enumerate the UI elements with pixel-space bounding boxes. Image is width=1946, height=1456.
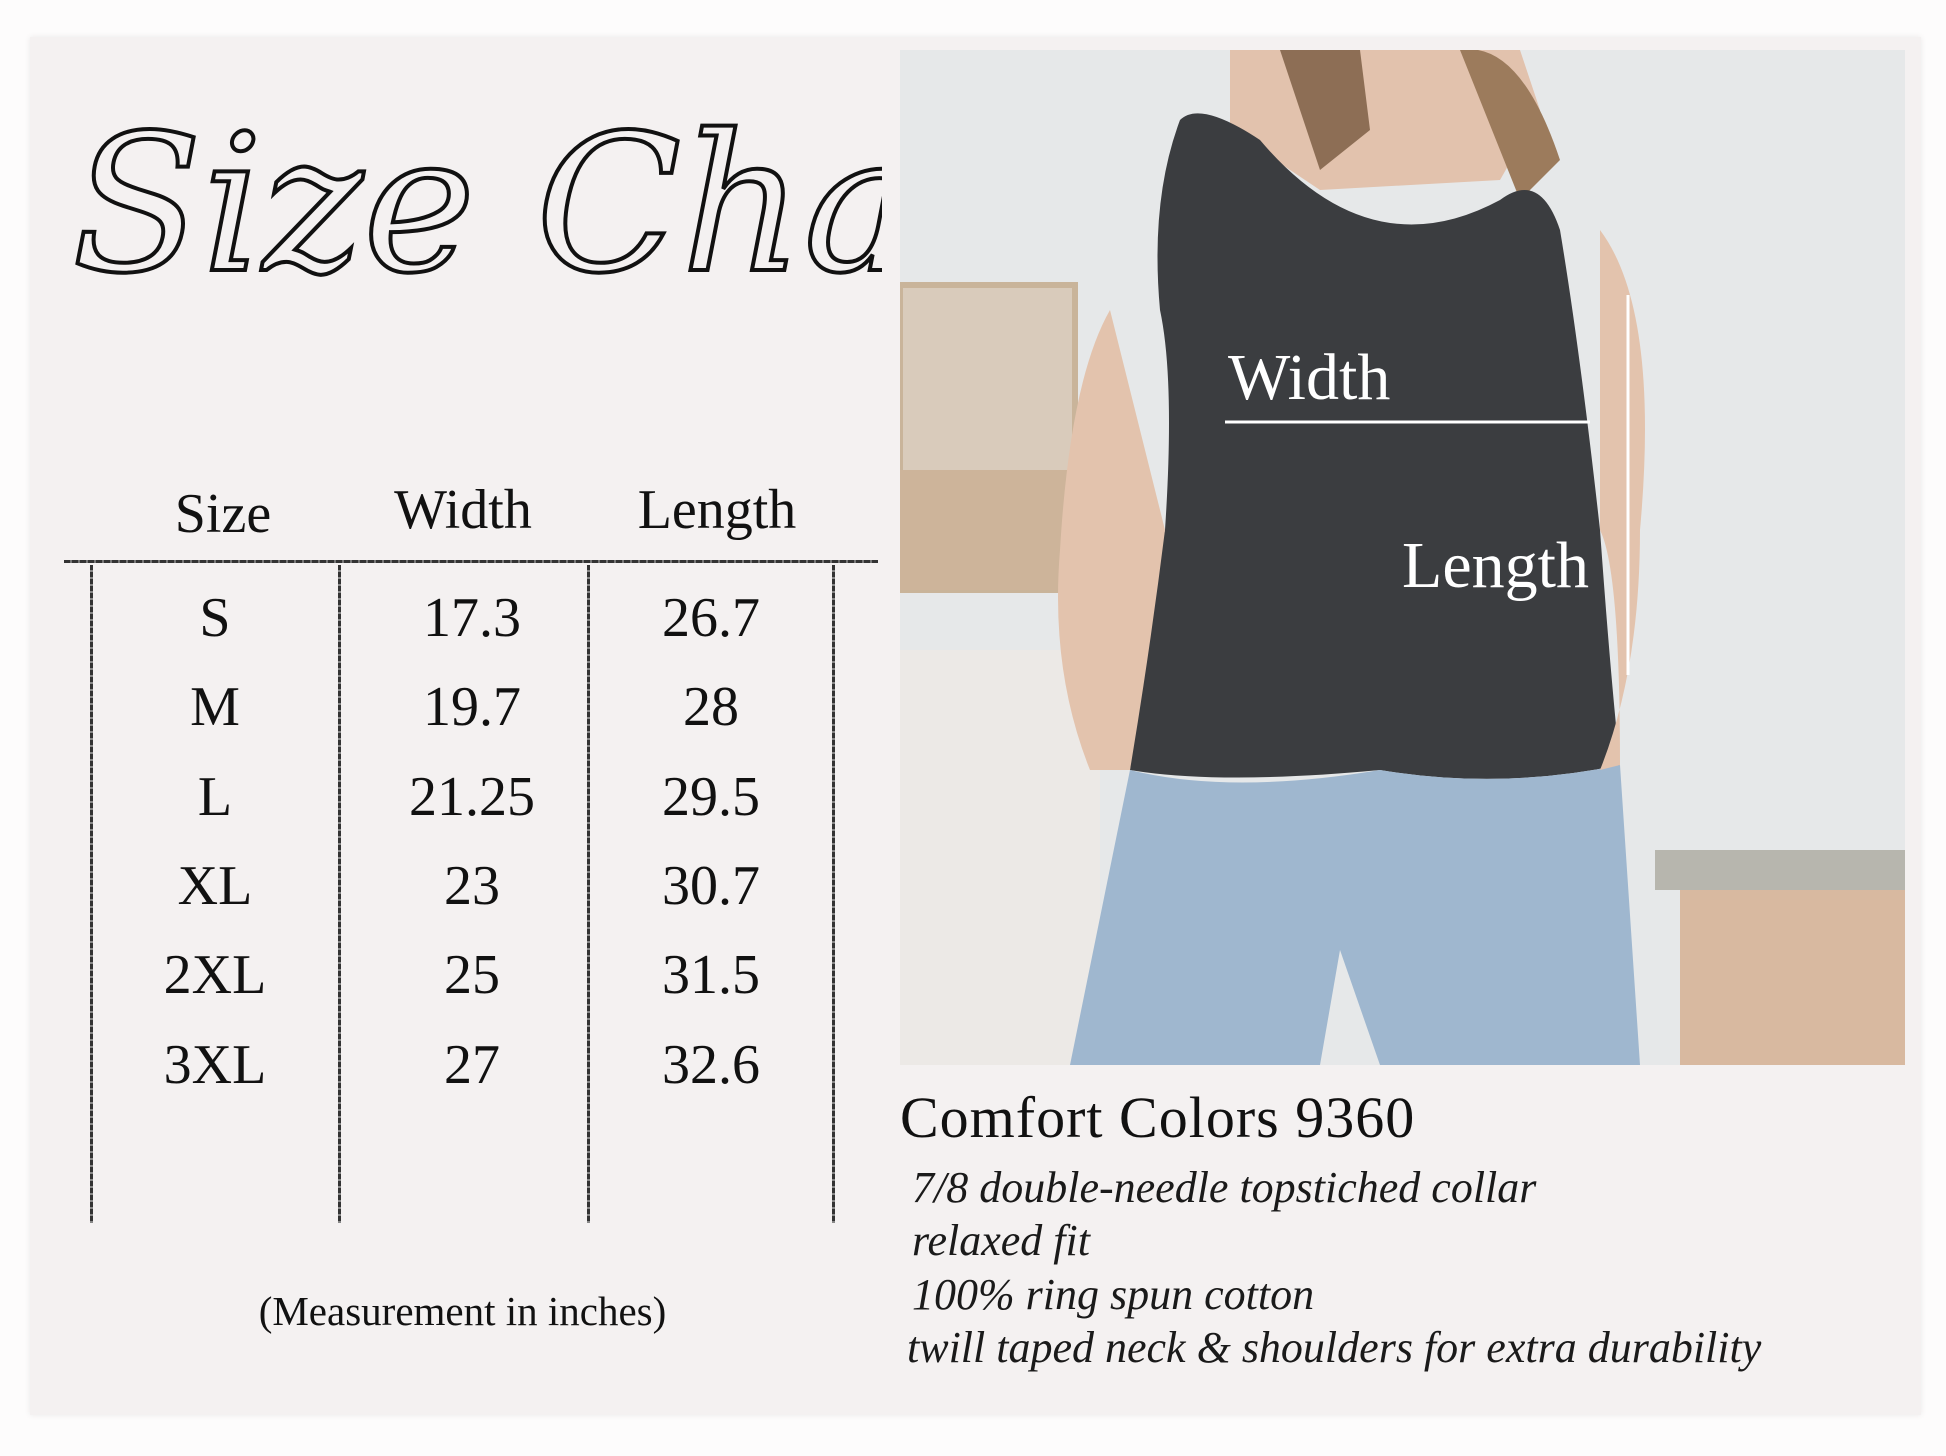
cell-length: 29.5 — [662, 766, 760, 828]
cell-size: M — [190, 676, 240, 738]
feature-item: relaxed fit — [912, 1216, 1090, 1265]
header-length: Length — [637, 479, 797, 541]
header-width: Width — [394, 479, 532, 541]
feature-item: 100% ring spun cotton — [912, 1270, 1315, 1319]
cell-size: L — [197, 766, 233, 828]
cell-width: 21.25 — [409, 766, 535, 828]
cell-size: 3XL — [163, 1034, 267, 1096]
cell-size: XL — [177, 855, 253, 917]
header-divider — [64, 560, 878, 563]
column-divider — [338, 565, 341, 1223]
cell-length: 31.5 — [662, 944, 760, 1006]
script-title-logo: Size Chart — [70, 92, 1087, 317]
cell-width: 27 — [444, 1034, 500, 1096]
feature-item: twill taped neck & shoulders for extra d… — [907, 1323, 1762, 1372]
cell-length: 28 — [683, 676, 739, 738]
header-size: Size — [174, 483, 272, 545]
width-annotation: Width — [1228, 341, 1391, 414]
tank-top-photo-illustration — [900, 50, 1905, 1065]
cell-length: 30.7 — [662, 855, 760, 917]
cell-size: S — [199, 587, 231, 649]
measurement-note: (Measurement in inches) — [258, 1288, 667, 1334]
product-name: Comfort Colors 9360 — [900, 1085, 1416, 1150]
cell-length: 26.7 — [662, 587, 760, 649]
column-divider — [832, 565, 835, 1223]
cell-width: 25 — [444, 944, 500, 1006]
column-divider — [587, 565, 590, 1223]
length-annotation: Length — [1402, 529, 1589, 602]
cell-width: 19.7 — [423, 676, 521, 738]
cell-width: 23 — [444, 855, 500, 917]
cell-size: 2XL — [163, 944, 267, 1006]
cell-length: 32.6 — [662, 1034, 760, 1096]
size-chart-title: Size Chart — [62, 70, 1087, 370]
cell-width: 17.3 — [423, 587, 521, 649]
svg-text:Size Chart: Size Chart — [72, 94, 882, 315]
feature-item: 7/8 double-needle topstiched collar — [912, 1163, 1537, 1212]
model-photo: Width Length — [900, 50, 1905, 1065]
column-divider — [90, 565, 93, 1223]
